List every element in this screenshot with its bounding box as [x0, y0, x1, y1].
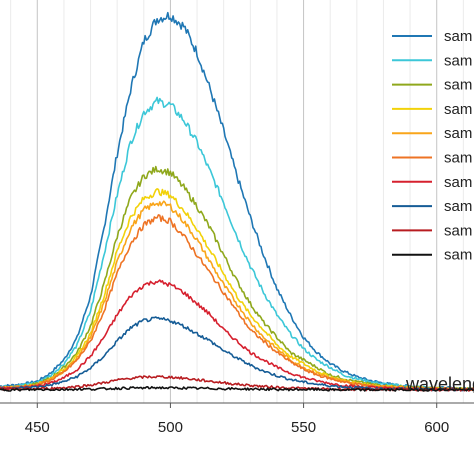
legend-label: sam — [444, 247, 472, 264]
x-tick-label: 500 — [158, 419, 183, 436]
legend-label: sam — [444, 52, 472, 69]
x-tick-label: 450 — [25, 419, 50, 436]
x-tick-label: 600 — [424, 419, 449, 436]
legend-label: sam — [444, 198, 472, 215]
legend: sam sam sam sam sam sam sam sam sam sam — [392, 28, 472, 264]
legend-label: sam — [444, 150, 472, 167]
legend-label: sam — [444, 28, 472, 45]
legend-label: sam — [444, 101, 472, 118]
series-line-2 — [0, 96, 474, 391]
x-axis-label: wavelength — [405, 374, 474, 394]
x-tick-label: 550 — [291, 419, 316, 436]
series-lines — [0, 11, 474, 392]
legend-label: sam — [444, 222, 472, 239]
grid-lines — [10, 0, 464, 403]
legend-label: sam — [444, 174, 472, 191]
legend-label: sam — [444, 77, 472, 94]
legend-label: sam — [444, 125, 472, 142]
x-axis-ticks: 450 500 550 600 — [25, 403, 449, 436]
series-line-10 — [0, 385, 474, 392]
